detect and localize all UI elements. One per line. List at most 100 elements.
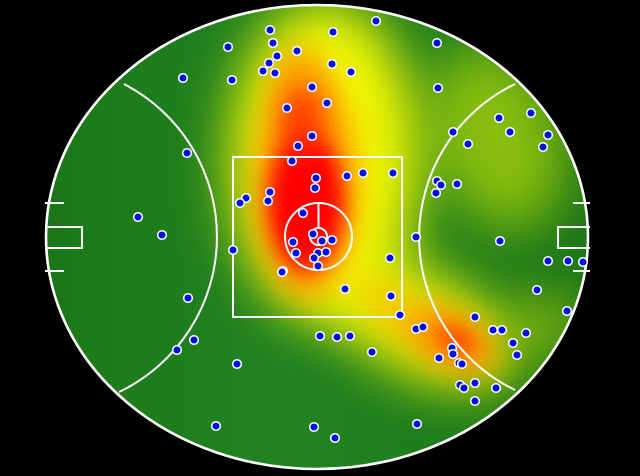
event-dot [504, 126, 516, 138]
event-dot [181, 147, 193, 159]
event-dot [577, 256, 589, 268]
event-dot [531, 284, 543, 296]
event-dot [542, 255, 554, 267]
event-dot [132, 211, 144, 223]
event-dot [561, 305, 573, 317]
event-dot [326, 58, 338, 70]
heat-blob [436, 325, 476, 355]
event-dot [435, 179, 447, 191]
event-dot [308, 421, 320, 433]
event-dot [520, 327, 532, 339]
event-dot [366, 346, 378, 358]
event-dot [370, 15, 382, 27]
event-dot [291, 45, 303, 57]
event-dot [410, 231, 422, 243]
event-dot [387, 167, 399, 179]
event-dot [411, 418, 423, 430]
event-dot [271, 50, 283, 62]
event-dot [341, 170, 353, 182]
event-dot [231, 358, 243, 370]
event-dot [326, 234, 338, 246]
event-dot [257, 65, 269, 77]
event-dot [469, 377, 481, 389]
field-lines [44, 3, 590, 471]
center-square [232, 156, 403, 318]
event-dot [177, 72, 189, 84]
event-dot [306, 130, 318, 142]
heat-blob [355, 278, 429, 338]
event-dot [430, 187, 442, 199]
event-dot [447, 126, 459, 138]
event-dot [357, 167, 369, 179]
heat-blob [269, 134, 343, 270]
boundary-line [44, 3, 590, 471]
event-dot [307, 228, 319, 240]
event-dot [292, 140, 304, 152]
event-dot [433, 352, 445, 364]
event-dot [496, 324, 508, 336]
event-dot [263, 57, 275, 69]
event-dot [469, 395, 481, 407]
event-dot [314, 330, 326, 342]
event-dot [394, 309, 406, 321]
event-dot [490, 382, 502, 394]
event-dot [542, 129, 554, 141]
event-dot [432, 82, 444, 94]
event-dot [320, 246, 332, 258]
event-dot [344, 330, 356, 342]
right-behind-posts [573, 202, 590, 272]
event-dot [188, 334, 200, 346]
event-dot [469, 311, 481, 323]
event-dot [537, 141, 549, 153]
event-dot [276, 266, 288, 278]
event-dot [286, 155, 298, 167]
event-dot [417, 321, 429, 333]
event-dot [487, 324, 499, 336]
right-goal-square [557, 226, 590, 249]
event-dot [308, 252, 320, 264]
event-dot [290, 247, 302, 259]
event-dot [267, 37, 279, 49]
event-dot [447, 348, 459, 360]
event-dot [264, 24, 276, 36]
event-dot [525, 107, 537, 119]
event-dot [511, 349, 523, 361]
event-dot [327, 26, 339, 38]
event-dot [456, 358, 468, 370]
event-dot [281, 102, 293, 114]
event-dot [316, 235, 328, 247]
event-dot [156, 229, 168, 241]
left-behind-posts [45, 202, 64, 272]
event-dot [451, 178, 463, 190]
event-dot [458, 382, 470, 394]
event-dot [321, 97, 333, 109]
event-dot [339, 283, 351, 295]
event-dot [226, 74, 238, 86]
event-dots [132, 15, 589, 444]
event-dot [234, 197, 246, 209]
event-dot [306, 81, 318, 93]
event-dot [384, 252, 396, 264]
event-dot [262, 195, 274, 207]
event-dot [494, 235, 506, 247]
event-dot [171, 344, 183, 356]
event-dot [297, 207, 309, 219]
event-dot [345, 66, 357, 78]
event-dot [329, 432, 341, 444]
event-dot [222, 41, 234, 53]
event-dot [331, 331, 343, 343]
event-dot [309, 182, 321, 194]
event-dot [385, 290, 397, 302]
event-dot [227, 244, 239, 256]
event-dot [287, 236, 299, 248]
event-dot [182, 292, 194, 304]
event-dot [507, 337, 519, 349]
event-dot [264, 186, 276, 198]
event-dot [269, 67, 281, 79]
event-dot [493, 112, 505, 124]
event-dot [562, 255, 574, 267]
left-goal-square [46, 226, 83, 249]
event-dot [431, 37, 443, 49]
event-dot [462, 138, 474, 150]
